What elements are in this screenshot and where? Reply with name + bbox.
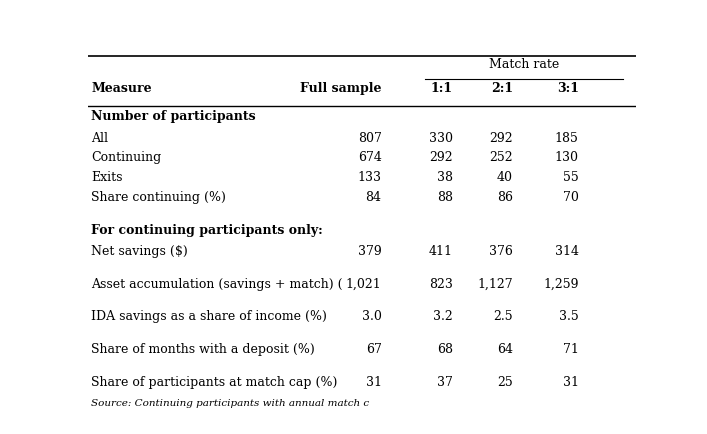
Text: Continuing: Continuing (91, 151, 161, 164)
Text: 252: 252 (489, 151, 513, 164)
Text: 88: 88 (437, 191, 452, 204)
Text: 130: 130 (555, 151, 579, 164)
Text: Full sample: Full sample (300, 82, 382, 95)
Text: 379: 379 (358, 245, 382, 258)
Text: All: All (91, 132, 108, 145)
Text: Exits: Exits (91, 171, 122, 184)
Text: Share of participants at match cap (%): Share of participants at match cap (%) (91, 375, 337, 388)
Text: 67: 67 (366, 342, 382, 355)
Text: 1,021: 1,021 (346, 277, 382, 290)
Text: Share of months with a deposit (%): Share of months with a deposit (%) (91, 342, 315, 355)
Text: 823: 823 (429, 277, 452, 290)
Text: 25: 25 (497, 375, 513, 388)
Text: 40: 40 (497, 171, 513, 184)
Text: 84: 84 (366, 191, 382, 204)
Text: 64: 64 (497, 342, 513, 355)
Text: 314: 314 (555, 245, 579, 258)
Text: 330: 330 (428, 132, 452, 145)
Text: 1,259: 1,259 (543, 277, 579, 290)
Text: 3.2: 3.2 (433, 310, 452, 322)
Text: 411: 411 (428, 245, 452, 258)
Text: 38: 38 (437, 171, 452, 184)
Text: 86: 86 (497, 191, 513, 204)
Text: Measure: Measure (91, 82, 152, 95)
Text: Match rate: Match rate (489, 57, 559, 70)
Text: 3.0: 3.0 (362, 310, 382, 322)
Text: Share continuing (%): Share continuing (%) (91, 191, 226, 204)
Text: 31: 31 (563, 375, 579, 388)
Text: 292: 292 (489, 132, 513, 145)
Text: IDA savings as a share of income (%): IDA savings as a share of income (%) (91, 310, 327, 322)
Text: 2.5: 2.5 (493, 310, 513, 322)
Text: 37: 37 (437, 375, 452, 388)
Text: 185: 185 (555, 132, 579, 145)
Text: Number of participants: Number of participants (91, 110, 256, 123)
Text: 3.5: 3.5 (559, 310, 579, 322)
Text: Net savings ($): Net savings ($) (91, 245, 188, 258)
Text: 68: 68 (437, 342, 452, 355)
Text: 376: 376 (489, 245, 513, 258)
Text: 674: 674 (358, 151, 382, 164)
Text: 71: 71 (563, 342, 579, 355)
Text: 133: 133 (358, 171, 382, 184)
Text: 1:1: 1:1 (431, 82, 452, 95)
Text: For continuing participants only:: For continuing participants only: (91, 224, 323, 237)
Text: 3:1: 3:1 (557, 82, 579, 95)
Text: Source: Continuing participants with annual match c: Source: Continuing participants with ann… (91, 398, 369, 408)
Text: 807: 807 (358, 132, 382, 145)
Text: Asset accumulation (savings + match) (: Asset accumulation (savings + match) ( (91, 277, 343, 290)
Text: 1,127: 1,127 (477, 277, 513, 290)
Text: 292: 292 (429, 151, 452, 164)
Text: 31: 31 (366, 375, 382, 388)
Text: 70: 70 (563, 191, 579, 204)
Text: 2:1: 2:1 (491, 82, 513, 95)
Text: 55: 55 (563, 171, 579, 184)
